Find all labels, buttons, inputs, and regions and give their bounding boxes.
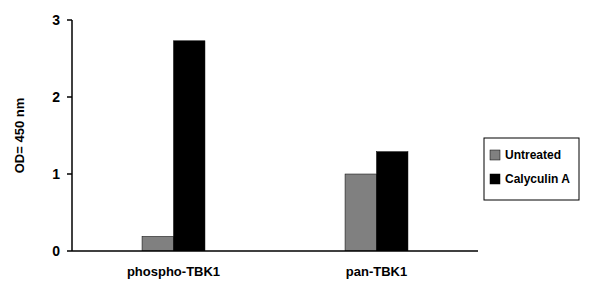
y-tick [67,19,72,21]
legend-swatch [490,150,500,160]
bars [142,41,408,251]
y-axis [71,20,73,251]
legend-label: Calyculin A [505,172,570,186]
x-tick-label: pan-TBK1 [346,264,407,279]
legend-label: Untreated [505,148,561,162]
y-tick-label: 1 [52,166,60,182]
x-tick-label: phospho-TBK1 [127,264,220,279]
chart: 0 1 2 3 phospho-TBK1 pan-TBK1 OD= 450 nm Untrea… [0,0,590,304]
y-tick [67,250,72,252]
legend-swatch [490,174,500,184]
bar [174,41,205,251]
legend-box [484,138,579,200]
y-tick-label: 2 [52,89,60,105]
bar [142,236,173,251]
y-axis-label: OD= 450 nm [12,98,27,174]
y-tick-label: 0 [52,243,60,259]
bar [345,174,376,251]
y-tick-label: 3 [52,12,60,28]
chart-container: 0 1 2 3 phospho-TBK1 pan-TBK1 OD= 450 nm Untrea… [0,0,590,304]
x-axis [72,250,478,252]
y-tick [67,173,72,175]
y-tick [67,96,72,98]
bar [377,152,408,251]
